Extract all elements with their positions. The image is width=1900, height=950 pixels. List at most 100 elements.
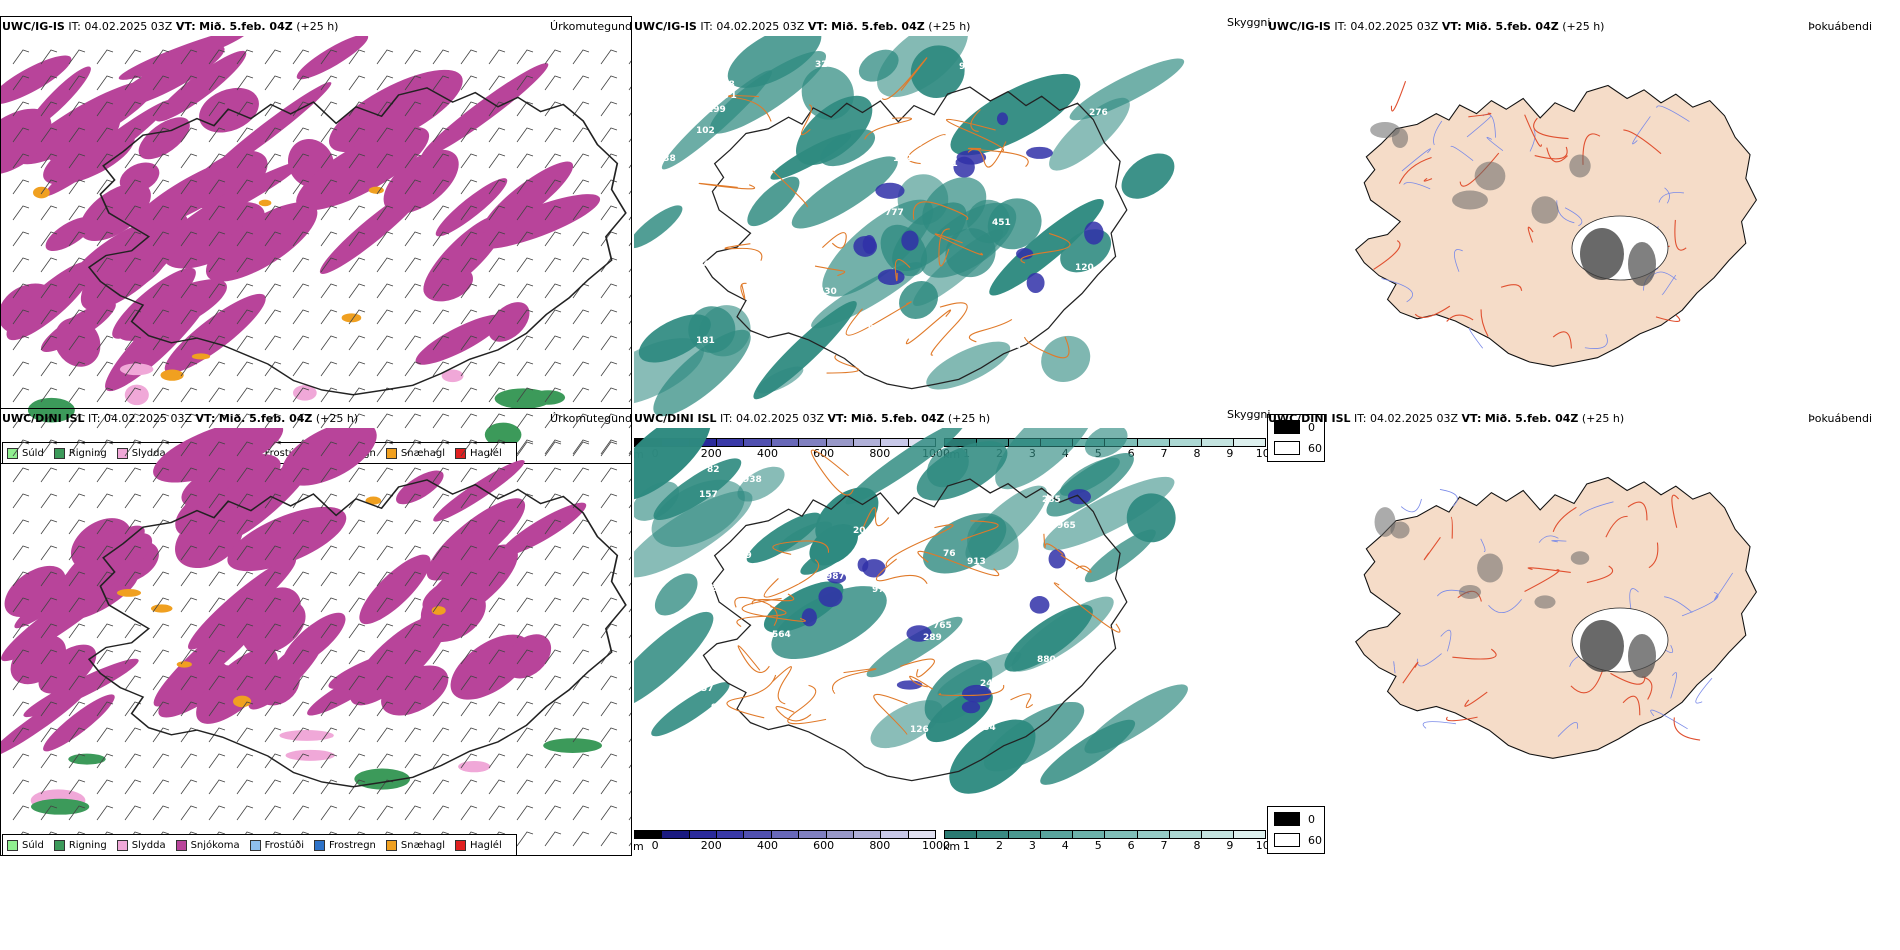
it-value: 04.02.2025 03Z — [716, 20, 805, 33]
wind-barb — [404, 335, 422, 351]
wind-barb — [600, 519, 618, 535]
wind-barb — [488, 127, 506, 143]
wind-barb — [124, 153, 142, 169]
wind-barb — [432, 675, 450, 691]
wind-barb — [40, 361, 58, 377]
snow-area — [421, 63, 549, 158]
fog-panel-title: Þokuábendi — [1808, 412, 1872, 425]
wind-barb — [320, 701, 338, 717]
wind-barb — [124, 179, 142, 195]
snow-area — [153, 428, 284, 483]
wind-barb — [544, 831, 562, 847]
wind-barb — [544, 413, 562, 429]
colorbar-tick-label: 6 — [1127, 839, 1135, 852]
wind-barb — [208, 727, 226, 743]
colorbar-step — [826, 831, 854, 838]
river — [1557, 721, 1579, 737]
wind-barb — [460, 727, 478, 743]
wind-barb — [12, 205, 30, 221]
wind-barb — [124, 101, 142, 117]
wind-barb — [208, 623, 226, 639]
wind-barb — [40, 649, 58, 665]
wind-barb — [572, 831, 590, 847]
wind-barb — [264, 101, 282, 117]
sleet-area — [543, 738, 602, 753]
wind-barb — [292, 127, 310, 143]
wind-barb — [124, 519, 142, 535]
panel-header: UWC/DINI ISL IT: 04.02.2025 03Z VT: Mið.… — [634, 412, 990, 425]
wind-barb — [320, 49, 338, 65]
wind-barb — [68, 779, 86, 795]
fog-legend-item: 60 — [1274, 441, 1322, 455]
wind-barb — [292, 623, 310, 639]
wind-barb — [180, 545, 198, 561]
legend-label: Slydda — [131, 447, 166, 459]
wind-barb — [572, 571, 590, 587]
wind-barb — [152, 49, 170, 65]
wind-barb — [124, 753, 142, 769]
low-visibility-area — [791, 156, 898, 229]
wind-barb — [376, 205, 394, 221]
visibility-value-label: 638 — [657, 154, 676, 164]
low-visibility-area — [651, 682, 730, 737]
lead-time: (+25 h) — [928, 20, 971, 33]
wind-barb — [572, 441, 590, 457]
wind-barb — [516, 283, 534, 299]
wind-barb — [12, 49, 30, 65]
colorbar-tick-label: 2 — [995, 839, 1003, 852]
colorbar-step — [1201, 831, 1234, 838]
wind-barb — [600, 493, 618, 509]
river — [1480, 538, 1486, 552]
lead-time: (+25 h) — [1581, 412, 1625, 425]
road — [751, 593, 795, 605]
wind-barb — [376, 727, 394, 743]
wind-barb — [516, 413, 534, 429]
legend-label: Snæhagl — [400, 447, 446, 459]
snow-area — [1, 687, 88, 758]
wind-barb — [544, 701, 562, 717]
fog-area — [1374, 507, 1396, 537]
wind-barb — [12, 361, 30, 377]
wind-barb — [544, 75, 562, 91]
wind-barb — [292, 441, 310, 457]
wind-barb — [40, 335, 58, 351]
wind-barb — [460, 49, 478, 65]
wind-barb — [208, 127, 226, 143]
wind-barb — [320, 179, 338, 195]
wind-barb — [236, 545, 254, 561]
road — [1546, 147, 1568, 163]
wind-barb — [152, 127, 170, 143]
vt-value: Mið. 5.feb. 04Z — [199, 20, 293, 33]
road — [1622, 695, 1641, 716]
wind-barb — [516, 49, 534, 65]
visibility-value-label: 32 — [1087, 63, 1100, 73]
wind-barb — [180, 335, 198, 351]
vt-prefix: VT: — [1441, 20, 1462, 33]
river — [1433, 120, 1443, 146]
colorbar-tick-label: 7 — [1160, 839, 1168, 852]
wind-barb — [236, 387, 254, 403]
colorbar-step — [744, 831, 772, 838]
low-visibility-area — [771, 586, 887, 660]
wind-barb — [572, 805, 590, 821]
wind-barb — [376, 413, 394, 429]
road — [938, 684, 1005, 696]
low-visibility-area — [899, 280, 939, 319]
wind-barb — [432, 309, 450, 325]
wind-barb — [208, 49, 226, 65]
wind-barb — [404, 49, 422, 65]
wind-barb — [572, 753, 590, 769]
road — [899, 658, 936, 678]
colorbar-step — [853, 439, 882, 446]
snow-area — [328, 69, 463, 153]
wind-barb — [628, 190, 631, 195]
road — [1655, 314, 1681, 322]
colorbar-step — [1169, 439, 1202, 446]
wind-barb — [488, 361, 506, 377]
legend-item: Snæhagl — [385, 839, 445, 851]
wind-barb — [628, 634, 631, 639]
vt-value: Mið. 5.feb. 04Z — [218, 412, 313, 425]
very-low-visibility-area — [996, 112, 1009, 126]
road — [1605, 515, 1628, 538]
